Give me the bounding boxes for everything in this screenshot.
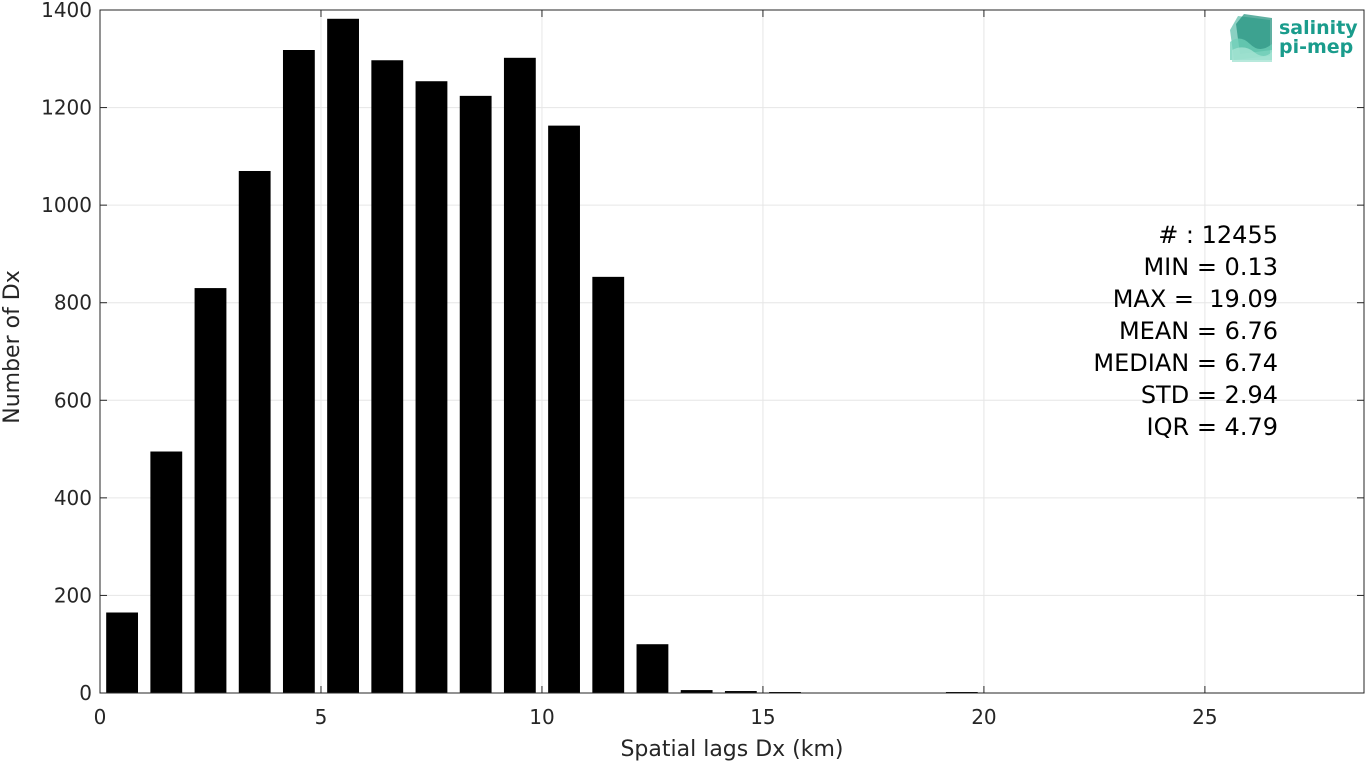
stats-median: MEDIAN = 6.74 [1093, 349, 1278, 377]
x-tick-label: 10 [529, 705, 554, 729]
histogram-bar [327, 18, 359, 693]
x-tick-label: 25 [1192, 705, 1217, 729]
stats-std: STD = 2.94 [1141, 381, 1278, 409]
stats-iqr: IQR = 4.79 [1147, 413, 1278, 441]
y-tick-label: 1000 [41, 193, 92, 217]
y-tick-labels: 0 200 400 600 800 1000 1200 1400 [41, 0, 92, 705]
y-tick-label: 1400 [41, 0, 92, 22]
y-axis-label: Number of Dx [0, 270, 25, 424]
y-tick-label: 800 [54, 291, 92, 315]
histogram-bar [724, 691, 757, 693]
histogram-bar [106, 612, 139, 693]
histogram-bar [680, 690, 713, 693]
stats-mean: MEAN = 6.76 [1119, 317, 1278, 345]
histogram-bars [106, 18, 978, 694]
stats-min: MIN = 0.13 [1143, 253, 1278, 281]
histogram-bar [194, 288, 227, 693]
histogram-bar [459, 95, 492, 693]
x-tick-labels: 0 5 10 15 20 25 [94, 705, 1218, 729]
y-tick-label: 0 [79, 681, 92, 705]
logo-text-salinity: salinity [1279, 17, 1358, 39]
plot-frame [99, 9, 1365, 694]
y-tick-label: 200 [54, 583, 92, 607]
histogram-bar [371, 60, 404, 694]
histogram-bar [592, 276, 625, 693]
x-axis-label: Spatial lags Dx (km) [620, 737, 843, 762]
logo-text-pi-mep: pi-mep [1279, 36, 1353, 58]
stats-max: MAX = 19.09 [1113, 285, 1278, 313]
histogram-bar [503, 57, 536, 694]
logo-wave-icon [1230, 14, 1272, 62]
y-tick-label: 1200 [41, 96, 92, 120]
histogram-bar [415, 81, 448, 693]
stats-count: # : 12455 [1158, 221, 1278, 249]
x-tick-label: 0 [94, 705, 107, 729]
x-tick-label: 5 [315, 705, 328, 729]
statistics-annotation: # : 12455 MIN = 0.13 MAX = 19.09 MEAN = … [1093, 221, 1278, 441]
histogram-bar [636, 644, 669, 693]
histogram-bar [548, 125, 580, 694]
y-tick-label: 600 [54, 388, 92, 412]
x-tick-label: 20 [971, 705, 996, 729]
axis-ticks [99, 9, 1364, 694]
histogram-bar [282, 50, 315, 694]
x-tick-label: 15 [750, 705, 775, 729]
y-tick-label: 400 [54, 486, 92, 510]
salinity-pi-mep-logo: salinity pi-mep [1230, 14, 1358, 62]
histogram-bar [238, 170, 271, 693]
histogram-bar [150, 451, 183, 693]
